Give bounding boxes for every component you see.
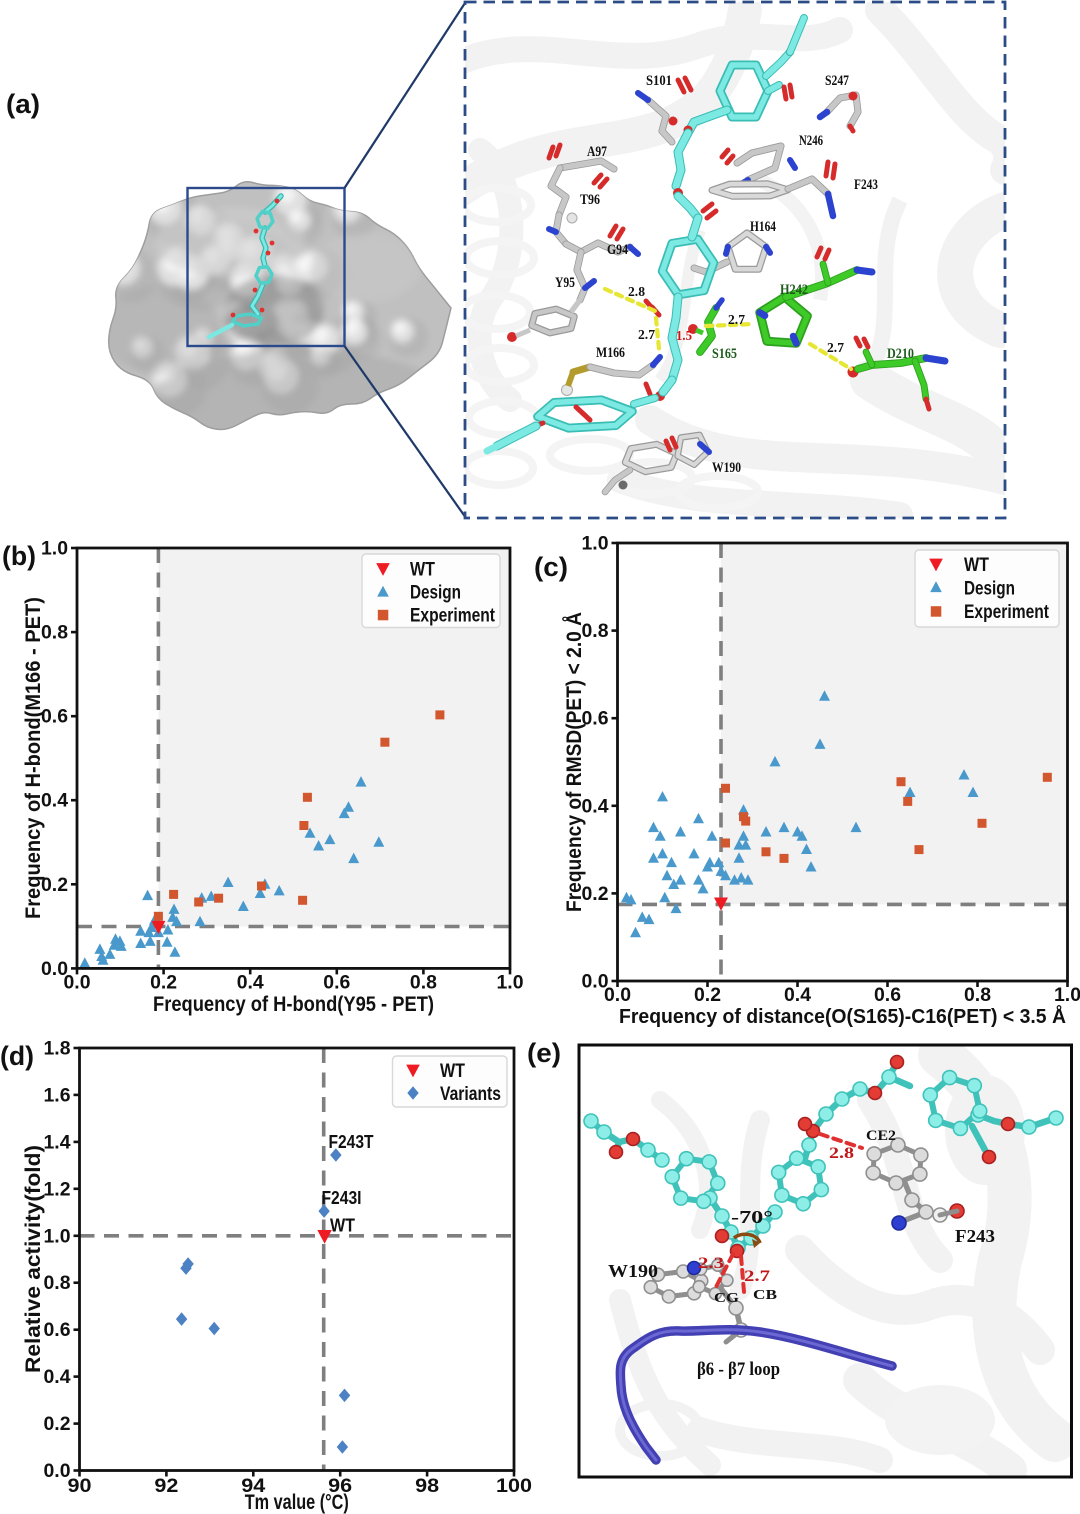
svg-text:Frequency of H-bond(M166 - PET: Frequency of H-bond(M166 - PET) xyxy=(21,597,45,919)
svg-text:WT: WT xyxy=(330,1216,355,1236)
svg-text:0.2: 0.2 xyxy=(694,984,721,1006)
svg-text:WT: WT xyxy=(964,555,989,576)
svg-text:0.8: 0.8 xyxy=(41,622,68,644)
svg-text:N246: N246 xyxy=(799,133,823,149)
svg-text:0.8: 0.8 xyxy=(410,972,437,994)
svg-text:1.5: 1.5 xyxy=(676,329,692,344)
svg-text:S101: S101 xyxy=(646,73,672,89)
svg-text:0.4: 0.4 xyxy=(44,1366,71,1388)
svg-text:0.4: 0.4 xyxy=(237,972,264,994)
svg-text:CE2: CE2 xyxy=(866,1128,896,1144)
svg-text:0.8: 0.8 xyxy=(44,1272,71,1294)
svg-text:2.7: 2.7 xyxy=(728,313,745,328)
svg-text:(c): (c) xyxy=(534,552,568,582)
svg-text:98: 98 xyxy=(415,1475,439,1497)
svg-text:0.0: 0.0 xyxy=(582,971,609,993)
svg-text:0.2: 0.2 xyxy=(582,883,609,905)
svg-text:1.8: 1.8 xyxy=(44,1038,71,1060)
svg-text:CG: CG xyxy=(714,1291,739,1306)
svg-text:S165: S165 xyxy=(712,346,737,362)
svg-text:Experiment: Experiment xyxy=(964,602,1050,623)
svg-text:T96: T96 xyxy=(580,192,600,208)
svg-text:H164: H164 xyxy=(750,219,776,235)
svg-text:S247: S247 xyxy=(825,73,849,89)
svg-text:1.0: 1.0 xyxy=(41,538,68,560)
svg-text:0.4: 0.4 xyxy=(41,790,68,812)
svg-text:92: 92 xyxy=(154,1475,178,1497)
svg-text:0.2: 0.2 xyxy=(150,972,177,994)
svg-text:F243: F243 xyxy=(955,1226,995,1246)
svg-text:0.4: 0.4 xyxy=(582,795,609,817)
svg-text:0.8: 0.8 xyxy=(582,620,609,642)
svg-text:94: 94 xyxy=(241,1475,265,1497)
svg-text:W190: W190 xyxy=(608,1261,658,1281)
svg-text:2.7: 2.7 xyxy=(827,341,844,356)
svg-text:2.3: 2.3 xyxy=(698,1255,724,1272)
svg-text:Variants: Variants xyxy=(440,1084,501,1105)
svg-text:0.0: 0.0 xyxy=(64,972,91,994)
svg-text:Relative activity(fold): Relative activity(fold) xyxy=(21,1145,45,1373)
svg-text:0.2: 0.2 xyxy=(41,874,68,896)
svg-text:Tm value (°C): Tm value (°C) xyxy=(245,1490,349,1514)
svg-text:0.4: 0.4 xyxy=(784,984,811,1006)
svg-text:96: 96 xyxy=(328,1475,352,1497)
svg-text:1.2: 1.2 xyxy=(44,1178,71,1200)
svg-text:(b): (b) xyxy=(2,541,36,571)
svg-text:(a): (a) xyxy=(6,89,40,119)
svg-text:Design: Design xyxy=(410,583,461,604)
svg-text:90: 90 xyxy=(68,1475,92,1497)
svg-text:0.2: 0.2 xyxy=(44,1413,71,1435)
svg-text:1.0: 1.0 xyxy=(44,1225,71,1247)
svg-text:H242: H242 xyxy=(780,282,808,298)
svg-text:β6 - β7 loop: β6 - β7 loop xyxy=(697,1359,780,1380)
svg-text:G94: G94 xyxy=(607,242,628,258)
svg-text:F243T: F243T xyxy=(329,1132,374,1152)
svg-text:D210: D210 xyxy=(887,346,914,362)
svg-text:1.4: 1.4 xyxy=(44,1131,71,1153)
svg-text:WT: WT xyxy=(410,560,435,581)
svg-text:WT: WT xyxy=(440,1061,465,1082)
svg-text:Experiment: Experiment xyxy=(410,606,496,627)
svg-text:F243: F243 xyxy=(854,177,878,193)
svg-text:W190: W190 xyxy=(712,460,741,476)
svg-text:2.8: 2.8 xyxy=(628,285,645,300)
svg-text:(e): (e) xyxy=(527,1038,561,1068)
svg-text:0.6: 0.6 xyxy=(44,1319,71,1341)
svg-text:0.6: 0.6 xyxy=(41,706,68,728)
svg-text:2.7: 2.7 xyxy=(744,1268,770,1285)
svg-text:0.0: 0.0 xyxy=(41,958,68,980)
svg-text:0.0: 0.0 xyxy=(604,984,631,1006)
svg-text:F243I: F243I xyxy=(322,1188,362,1208)
svg-text:1.0: 1.0 xyxy=(497,972,524,994)
svg-text:Frequency of H-bond(Y95 - PET): Frequency of H-bond(Y95 - PET) xyxy=(153,992,434,1016)
svg-text:CB: CB xyxy=(753,1288,777,1303)
svg-text:Frequency of RMSD(PET) < 2.0 Å: Frequency of RMSD(PET) < 2.0 Å xyxy=(560,612,586,912)
svg-text:0.6: 0.6 xyxy=(582,708,609,730)
svg-text:1.6: 1.6 xyxy=(44,1084,71,1106)
svg-text:0.6: 0.6 xyxy=(874,984,901,1006)
svg-text:A97: A97 xyxy=(587,144,607,160)
svg-text:-70°: -70° xyxy=(731,1207,773,1227)
svg-text:100: 100 xyxy=(496,1475,532,1497)
svg-text:Design: Design xyxy=(964,579,1015,600)
svg-text:1.0: 1.0 xyxy=(582,533,609,555)
svg-text:2.8: 2.8 xyxy=(829,1145,854,1162)
svg-text:0.6: 0.6 xyxy=(323,972,350,994)
svg-text:2.7: 2.7 xyxy=(638,328,655,343)
svg-text:0.0: 0.0 xyxy=(44,1460,71,1482)
svg-text:(d): (d) xyxy=(0,1041,34,1071)
svg-text:Y95: Y95 xyxy=(555,275,575,291)
svg-text:1.0: 1.0 xyxy=(1054,984,1080,1006)
svg-text:Frequency of distance(O(S165)-: Frequency of distance(O(S165)-C16(PET) <… xyxy=(619,1004,1066,1028)
svg-text:M166: M166 xyxy=(596,345,625,361)
svg-text:0.8: 0.8 xyxy=(964,984,991,1006)
